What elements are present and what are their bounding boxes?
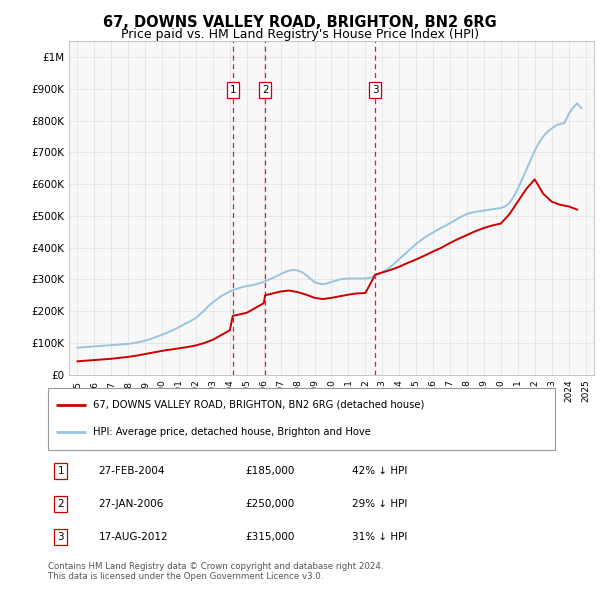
- Text: 17-AUG-2012: 17-AUG-2012: [98, 532, 169, 542]
- Text: £250,000: £250,000: [246, 499, 295, 509]
- Text: 67, DOWNS VALLEY ROAD, BRIGHTON, BN2 6RG (detached house): 67, DOWNS VALLEY ROAD, BRIGHTON, BN2 6RG…: [92, 400, 424, 410]
- Text: 27-FEB-2004: 27-FEB-2004: [98, 466, 165, 476]
- Text: 3: 3: [372, 84, 379, 94]
- Text: £315,000: £315,000: [246, 532, 295, 542]
- Text: 67, DOWNS VALLEY ROAD, BRIGHTON, BN2 6RG: 67, DOWNS VALLEY ROAD, BRIGHTON, BN2 6RG: [103, 15, 497, 30]
- Text: Price paid vs. HM Land Registry's House Price Index (HPI): Price paid vs. HM Land Registry's House …: [121, 28, 479, 41]
- Text: 3: 3: [58, 532, 64, 542]
- Text: 2: 2: [58, 499, 64, 509]
- Text: 29% ↓ HPI: 29% ↓ HPI: [352, 499, 407, 509]
- Text: 1: 1: [58, 466, 64, 476]
- Text: 2: 2: [262, 84, 268, 94]
- Text: 1: 1: [229, 84, 236, 94]
- Text: Contains HM Land Registry data © Crown copyright and database right 2024.
This d: Contains HM Land Registry data © Crown c…: [48, 562, 383, 581]
- Text: HPI: Average price, detached house, Brighton and Hove: HPI: Average price, detached house, Brig…: [92, 427, 370, 437]
- Text: 42% ↓ HPI: 42% ↓ HPI: [352, 466, 407, 476]
- Text: £185,000: £185,000: [246, 466, 295, 476]
- Text: 27-JAN-2006: 27-JAN-2006: [98, 499, 164, 509]
- Text: 31% ↓ HPI: 31% ↓ HPI: [352, 532, 407, 542]
